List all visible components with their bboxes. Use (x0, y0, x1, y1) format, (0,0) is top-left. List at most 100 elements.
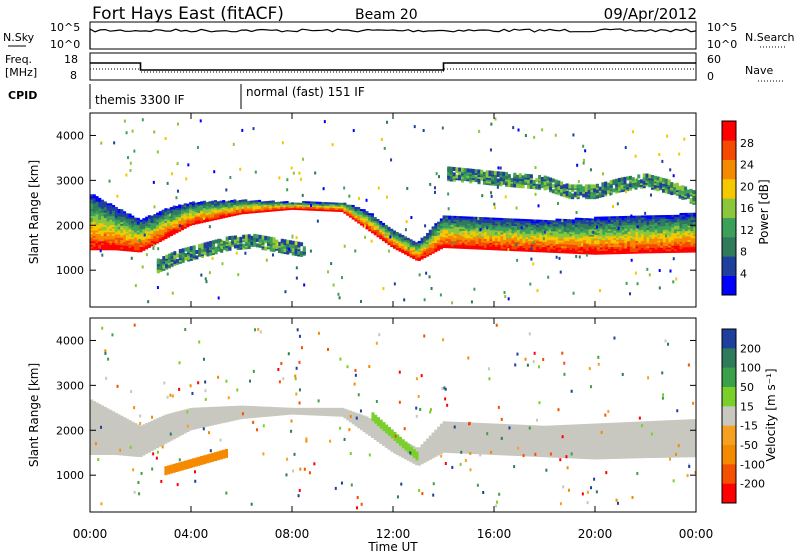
power-cell (230, 208, 234, 212)
power-cell (541, 228, 545, 231)
power-cell (489, 244, 493, 247)
power-cell (172, 209, 176, 212)
power-cell (519, 245, 523, 248)
power-cell (673, 243, 678, 246)
power-cell (337, 202, 341, 205)
power-cell (255, 203, 259, 206)
power-cell (463, 168, 467, 173)
power-cell (618, 235, 622, 238)
power-cell (363, 224, 366, 228)
power-cell (497, 241, 501, 244)
power-cell (566, 231, 570, 234)
power-cell (538, 232, 543, 235)
power-cell (572, 244, 576, 247)
power-cell (230, 205, 234, 208)
power-cell (519, 233, 523, 236)
velocity-cell (439, 423, 443, 454)
power-cell (216, 217, 220, 220)
power-cell (453, 246, 457, 249)
power-cell (384, 228, 388, 231)
power-cell (569, 221, 573, 224)
power-cell (461, 232, 465, 235)
power-cell (693, 241, 697, 244)
power-cell (563, 222, 567, 225)
power-cell (404, 243, 408, 246)
power-cell (258, 238, 262, 243)
power-cell (180, 226, 184, 229)
velocity-cell (443, 386, 446, 390)
power-cell (583, 252, 587, 255)
power-cell (483, 226, 487, 229)
power-cell (624, 226, 628, 229)
power-cell (503, 246, 507, 249)
power-cell (585, 218, 589, 221)
power-cell (426, 238, 430, 241)
power-cell (404, 245, 408, 248)
velocity-cell (559, 502, 562, 506)
power-cell (401, 249, 405, 252)
velocity-cell (615, 498, 618, 502)
power-cell (98, 201, 102, 204)
power-cell (167, 253, 171, 258)
power-cell (544, 223, 548, 226)
power-cell (189, 223, 193, 226)
power-cell (580, 235, 584, 238)
power-cell (662, 224, 666, 227)
power-cell (646, 267, 649, 271)
power-cell (555, 247, 559, 250)
power-cell (552, 241, 556, 244)
power-cell (125, 233, 129, 236)
power-cell (538, 237, 543, 240)
power-cell (602, 229, 606, 232)
power-cell (120, 218, 124, 221)
power-cell (573, 191, 577, 196)
power-cell (426, 245, 430, 248)
power-cell (657, 225, 661, 229)
power-cell (200, 213, 204, 217)
power-cell (616, 246, 620, 249)
velocity-cell (673, 419, 678, 458)
power-cell (143, 233, 146, 237)
velocity-cell (329, 407, 333, 417)
power-cell (370, 225, 375, 228)
power-cell (552, 250, 556, 253)
nave-trace (90, 68, 696, 73)
power-cell (684, 186, 688, 191)
power-cell (324, 205, 328, 208)
power-cell (629, 244, 633, 247)
power-cell (491, 170, 495, 175)
power-cell (596, 248, 600, 252)
velocity-cell (241, 412, 244, 416)
velocity-cell (337, 407, 341, 417)
velocity-cell (665, 420, 669, 458)
power-cell (291, 204, 295, 207)
power-cell (133, 149, 136, 153)
power-cell (230, 201, 234, 204)
velocity-cell (204, 380, 207, 384)
power-cell (404, 247, 408, 250)
power-cell (390, 234, 394, 237)
power-cell (200, 273, 203, 277)
power-cell (95, 237, 99, 240)
velocity-cell (662, 393, 665, 397)
velocity-cell (403, 427, 406, 431)
power-cell (640, 235, 644, 238)
power-cell (134, 240, 138, 244)
power-cell (527, 222, 532, 225)
power-cell (639, 179, 644, 184)
power-cell (500, 237, 504, 240)
power-cell (607, 223, 611, 226)
power-cell (569, 230, 573, 233)
power-cell (574, 223, 578, 226)
power-cell (478, 129, 481, 133)
power-cell (296, 204, 300, 207)
power-cell (605, 239, 609, 242)
power-cell (646, 233, 650, 236)
power-cell (692, 195, 696, 200)
power-cell (525, 224, 529, 227)
velocity-cell (152, 452, 155, 456)
power-cell (580, 228, 584, 231)
power-cell (453, 223, 457, 226)
power-cell (315, 208, 319, 211)
power-cell (381, 230, 386, 233)
